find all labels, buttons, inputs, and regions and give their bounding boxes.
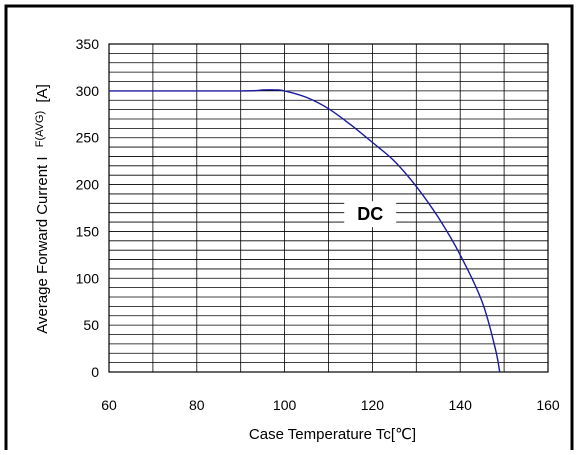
y-axis-label: Average Forward Current I F(AVG) [A] xyxy=(30,84,51,333)
y-tick-label: 300 xyxy=(76,83,100,99)
y-axis-label-unit: [A] xyxy=(34,84,51,102)
y-tick-label: 50 xyxy=(83,317,99,333)
x-tick-label: 140 xyxy=(449,397,473,413)
annotation-label: DC xyxy=(357,204,383,224)
y-tick-label: 350 xyxy=(76,36,100,52)
series-line xyxy=(108,89,501,373)
x-tick-label: 120 xyxy=(361,397,385,413)
y-axis-label-main: Average Forward Current I xyxy=(34,156,51,333)
x-axis-label: Case Temperature Tc[℃] xyxy=(249,426,416,443)
y-axis-label-subscript: F(AVG) xyxy=(34,111,46,147)
grid xyxy=(109,44,548,372)
plot-frame xyxy=(108,43,549,373)
y-tick-label: 250 xyxy=(76,130,100,146)
x-tick-label: 160 xyxy=(536,397,560,413)
y-tick-label: 100 xyxy=(76,270,100,286)
x-tick-label: 60 xyxy=(101,397,117,413)
y-tick-labels: 0 50 100 150 200 250 300 350 xyxy=(76,36,100,380)
x-tick-label: 100 xyxy=(273,397,297,413)
x-tick-labels: 60 80 100 120 140 160 xyxy=(101,397,560,413)
y-tick-label: 150 xyxy=(76,223,100,239)
dc-annotation: DC xyxy=(344,201,397,228)
y-tick-label: 200 xyxy=(76,177,100,193)
x-tick-label: 80 xyxy=(189,397,205,413)
y-tick-label: 0 xyxy=(91,364,99,380)
